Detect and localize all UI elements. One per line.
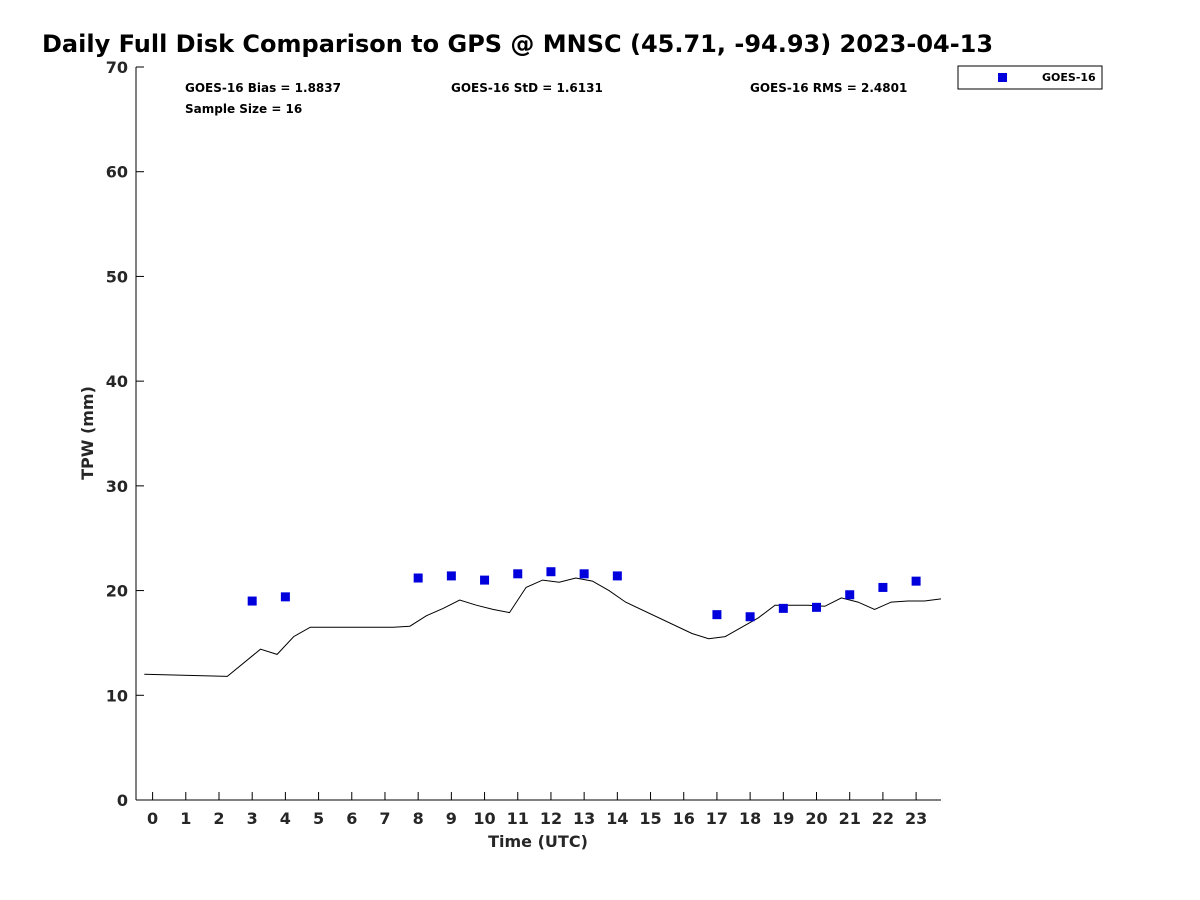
goes16-data-point	[778, 603, 788, 613]
legend-label-goes16: GOES-16	[1042, 71, 1096, 84]
y-tick-label: 10	[106, 686, 128, 705]
y-tick-label: 40	[106, 372, 128, 391]
goes16-data-point	[878, 582, 888, 592]
x-tick-label: 15	[639, 809, 661, 828]
goes16-data-point	[413, 573, 423, 583]
x-tick-label: 20	[805, 809, 827, 828]
goes16-data-point	[845, 590, 855, 600]
bias-stat: GOES-16 Bias = 1.8837	[185, 81, 341, 95]
goes16-data-point	[513, 569, 523, 579]
goes16-data-point	[745, 612, 755, 622]
goes16-data-point	[612, 571, 622, 581]
legend-box	[957, 65, 1103, 90]
legend: GOES-16	[957, 65, 1103, 90]
goes16-marker-series	[247, 567, 921, 622]
goes16-data-point	[712, 610, 722, 620]
sample-size-stat: Sample Size = 16	[185, 102, 302, 116]
legend-marker-goes16	[998, 73, 1007, 82]
y-axis-label: TPW (mm)	[78, 386, 97, 480]
x-tick-label: 4	[280, 809, 291, 828]
y-tick-label: 0	[117, 791, 128, 810]
x-tick-label: 8	[413, 809, 424, 828]
goes16-data-point	[911, 576, 921, 586]
x-tick-label: 0	[147, 809, 158, 828]
x-tick-label: 1	[180, 809, 191, 828]
gps-line-series	[144, 577, 942, 677]
gps-tpw-line	[144, 577, 942, 677]
goes16-data-point	[280, 592, 290, 602]
goes16-data-point	[247, 596, 257, 606]
x-tick-label: 18	[739, 809, 761, 828]
goes16-data-point	[579, 569, 589, 579]
x-tick-label: 16	[673, 809, 695, 828]
goes16-data-point	[812, 602, 822, 612]
y-tick-label: 20	[106, 582, 128, 601]
x-tick-label: 5	[313, 809, 324, 828]
y-tick-label: 60	[106, 163, 128, 182]
chart-title: Daily Full Disk Comparison to GPS @ MNSC…	[42, 30, 994, 58]
x-tick-label: 19	[772, 809, 794, 828]
x-axis-label: Time (UTC)	[488, 832, 588, 851]
std-stat: GOES-16 StD = 1.6131	[451, 81, 603, 95]
x-tick-label: 10	[473, 809, 495, 828]
x-tick-label: 6	[346, 809, 357, 828]
x-ticks: 0 1 2 3 4 5 6 7 8 9 10 11 12 13 14 15 16 17 18 19 20 21 22 23	[147, 792, 927, 828]
goes16-data-point	[480, 575, 490, 585]
y-tick-label: 50	[106, 267, 128, 286]
y-tick-label: 30	[106, 477, 128, 496]
goes16-data-point	[546, 567, 556, 577]
axes	[135, 67, 941, 801]
x-tick-label: 3	[247, 809, 258, 828]
rms-stat: GOES-16 RMS = 2.4801	[750, 81, 907, 95]
x-tick-label: 2	[213, 809, 224, 828]
x-tick-label: 7	[379, 809, 390, 828]
x-tick-label: 17	[706, 809, 728, 828]
x-tick-label: 23	[905, 809, 927, 828]
x-tick-label: 11	[507, 809, 529, 828]
x-tick-label: 12	[540, 809, 562, 828]
x-tick-label: 9	[446, 809, 457, 828]
goes16-data-point	[446, 571, 456, 581]
x-tick-label: 13	[573, 809, 595, 828]
x-tick-label: 21	[839, 809, 861, 828]
x-tick-label: 14	[606, 809, 628, 828]
y-tick-label: 70	[106, 58, 128, 77]
x-tick-label: 22	[872, 809, 894, 828]
y-ticks: 0 10 20 30 40 50 60 70	[106, 58, 144, 810]
